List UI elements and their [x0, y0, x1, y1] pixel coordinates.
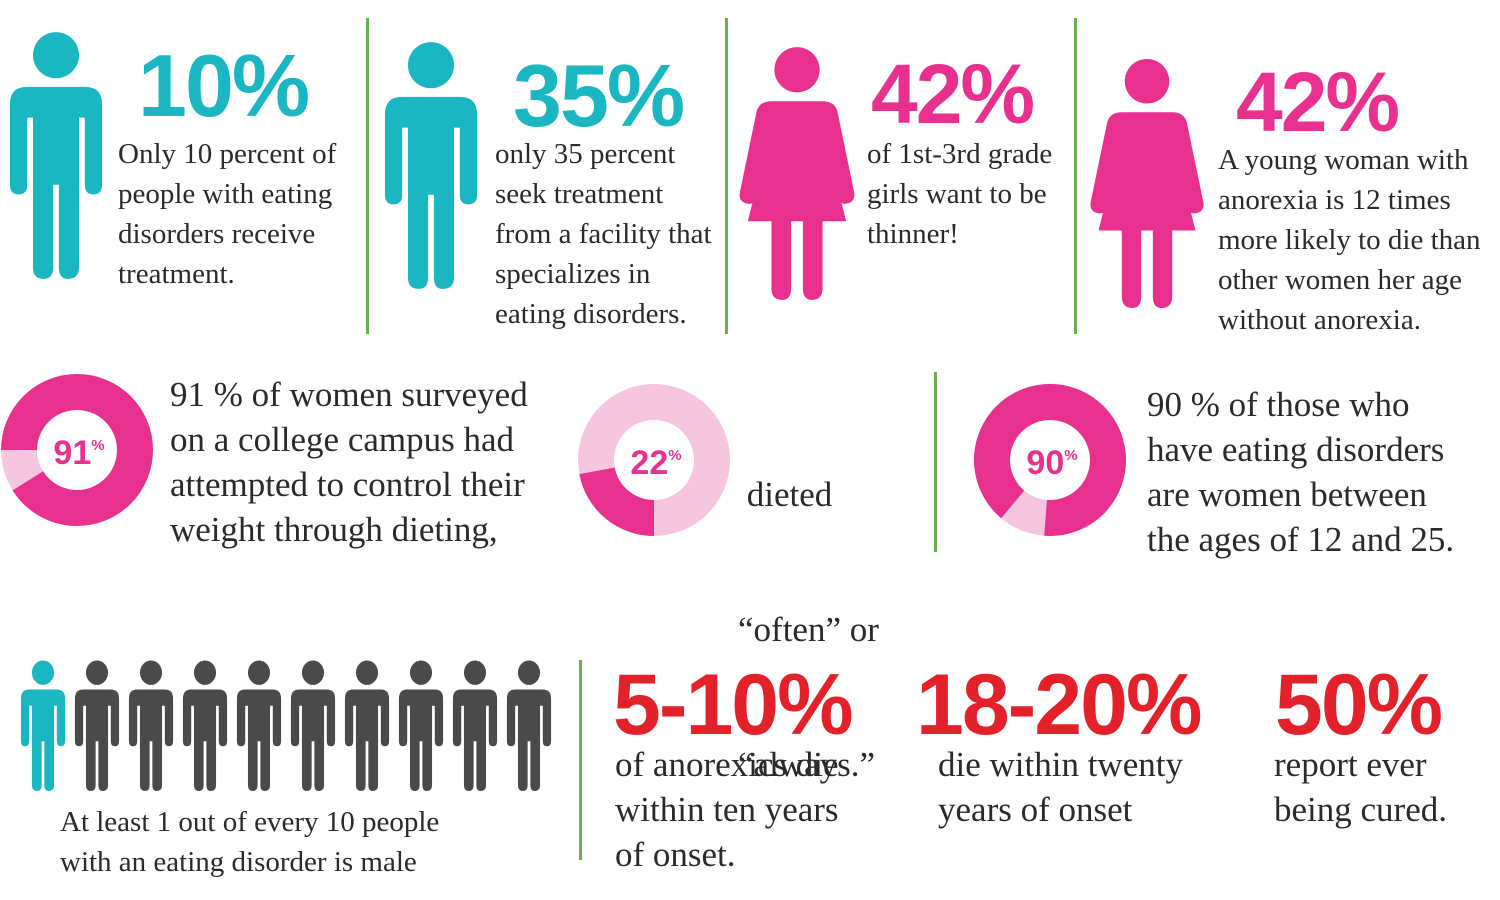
stat-percent: 18-20%: [916, 657, 1202, 753]
donut-label: 91%: [53, 434, 104, 472]
donut-description: 90 % of those who have eating disorders …: [1147, 385, 1455, 559]
person-figure-icon: [74, 660, 120, 792]
stat-description: A young woman with anorexia is 12 times …: [1218, 144, 1481, 336]
donut-description: 91 % of women surveyed on a college camp…: [170, 375, 528, 549]
people-caption: At least 1 out of every 10 people with a…: [60, 806, 440, 878]
stat-percent: 35%: [513, 46, 685, 145]
donut-arc: [578, 384, 730, 536]
divider: [366, 18, 369, 334]
person-figure-icon: [236, 660, 282, 792]
stat-description: of 1st-3rd grade girls want to be thinne…: [867, 138, 1053, 250]
stat-description: die within twenty years of onset: [938, 745, 1183, 829]
divider: [934, 372, 937, 552]
stat-description: Only 10 percent of people with eating di…: [118, 138, 337, 290]
person-figure-icon: [398, 660, 444, 792]
donut-arc: [1, 374, 153, 526]
stat-description: of anorexics die within ten years of ons…: [615, 745, 839, 874]
stat-percent: 10%: [138, 36, 310, 135]
person-figure-icon: [128, 660, 174, 792]
male-figure-icon-highlighted: [20, 660, 66, 792]
divider: [579, 660, 582, 860]
people-row: [20, 660, 560, 792]
donut-chart: 22%: [578, 384, 730, 536]
female-figure-icon: [738, 46, 856, 302]
donut-arc: [974, 384, 1126, 536]
donut-chart: 90%: [974, 384, 1126, 536]
person-figure-icon: [506, 660, 552, 792]
donut-chart: 91%: [1, 374, 153, 526]
person-figure-icon: [344, 660, 390, 792]
stat-description: report ever being cured.: [1274, 745, 1447, 829]
stat-percent: 5-10%: [613, 657, 854, 753]
donut-label: 90%: [1026, 444, 1077, 482]
female-figure-icon: [1088, 58, 1206, 310]
stat-percent: 50%: [1275, 657, 1443, 753]
divider: [1074, 18, 1077, 334]
stat-description: only 35 percent seek treatment from a fa…: [495, 138, 712, 330]
stat-percent: 42%: [871, 47, 1035, 141]
divider: [725, 18, 728, 334]
male-figure-icon: [8, 28, 104, 284]
person-figure-icon: [452, 660, 498, 792]
donut-label: 22%: [630, 444, 681, 482]
person-figure-icon: [290, 660, 336, 792]
male-figure-icon: [383, 38, 479, 294]
person-figure-icon: [182, 660, 228, 792]
donut-description: dieted “often” or “always.”: [738, 475, 879, 784]
stat-percent: 42%: [1236, 55, 1400, 149]
